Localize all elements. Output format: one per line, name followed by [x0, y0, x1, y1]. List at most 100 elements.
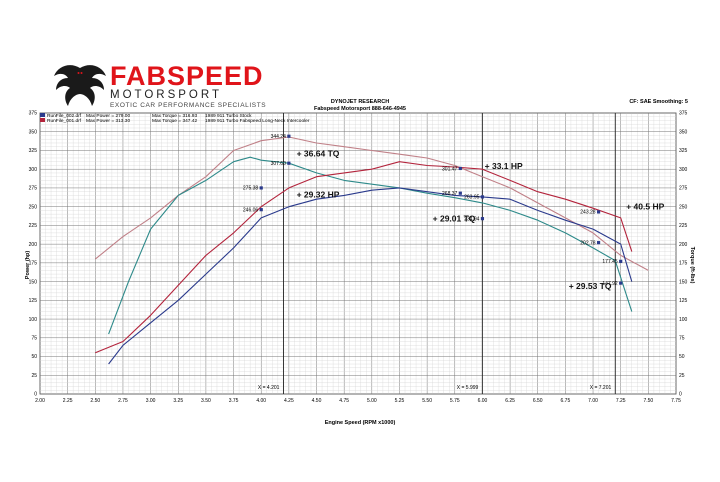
data-point-marker [458, 166, 462, 171]
x-tick-label: 2.00 [35, 398, 45, 404]
x-tick-label: 2.50 [90, 398, 100, 404]
brand-tagline: EXOTIC CAR PERFORMANCE SPECIALISTS [110, 102, 267, 109]
y-tick-label-left: 325 [29, 148, 38, 154]
series-line-2 [108, 156, 633, 335]
y-tick-label-right: 325 [679, 148, 688, 154]
y-tick-label-left: 0 [34, 392, 37, 398]
y-tick-label-right: 375 [679, 111, 688, 117]
x-tick-label: 5.00 [367, 398, 377, 404]
x-tick-label: 7.75 [671, 398, 681, 404]
data-point-marker [287, 134, 291, 138]
x-tick-label: 6.50 [533, 398, 543, 404]
data-point-marker [458, 191, 462, 195]
x-tick-label: 7.25 [616, 398, 626, 404]
data-point-label: 268.37 [442, 191, 458, 197]
chart-labels: 2.00 2.25 2.50 2.75 3.00 3.25 3.50 3.75 4.00 4.25… [29, 111, 688, 404]
y-tick-label-right: 150 [679, 279, 688, 285]
data-point-label: 147.92 [602, 281, 618, 287]
legend-run2-torque: Max Torque = 316.93 [152, 113, 197, 119]
legend-run1-torque: Max Torque = 347.42 [152, 118, 197, 124]
legend-swatch-run2 [40, 113, 45, 117]
legend-run2-desc: 1989 911 Turbo Stock [205, 113, 252, 119]
legend-run2-power: Max Power = 279.00 [86, 113, 130, 119]
plot-area [39, 112, 677, 395]
x-tick-label: 3.50 [201, 398, 211, 404]
cursor-label: X = 7.201 [590, 385, 612, 391]
gain-annotation: + 40.5 HP [626, 202, 664, 212]
x-tick-label: 2.75 [118, 398, 128, 404]
y-tick-label-right: 350 [679, 129, 688, 135]
y-tick-label-left: 225 [29, 223, 38, 229]
y-tick-label-left: 50 [31, 354, 37, 360]
y-tick-label-right: 75 [679, 336, 685, 342]
legend-run1-desc: 1989 911 Turbo Fabspeed Long-Neck Interc… [205, 118, 310, 124]
gain-annotation: + 29.01 TQ [433, 214, 476, 224]
y-tick-label-left: 250 [29, 204, 38, 210]
legend-run1-file: RunFile_001.drf [47, 118, 82, 124]
y-tick-label-right: 100 [679, 317, 688, 323]
data-point-marker [619, 281, 623, 285]
legend-run1-power: Max Power = 313.30 [86, 118, 130, 124]
x-tick-label: 3.25 [173, 398, 183, 404]
y-tick-label-left: 375 [29, 111, 38, 117]
gain-annotation: + 33.1 HP [485, 161, 523, 171]
header-line2: Fabspeed Motorsport 888-646-4945 [314, 106, 406, 112]
y-tick-label-right: 125 [679, 298, 688, 304]
data-point-marker [259, 186, 263, 190]
y-tick-label-left: 75 [31, 336, 37, 342]
data-point-marker [259, 208, 263, 212]
data-point-label: 234.94 [464, 216, 480, 222]
x-tick-label: 3.75 [229, 398, 239, 404]
y-tick-label-right: 50 [679, 354, 685, 360]
x-tick-label: 7.00 [588, 398, 598, 404]
x-axis-label: Engine Speed (RPM x1000) [325, 420, 396, 426]
series-line-1 [94, 136, 649, 271]
y-tick-label-left: 150 [29, 279, 38, 285]
y-tick-label-right: 25 [679, 373, 685, 379]
gain-annotation: + 36.64 TQ [297, 148, 340, 158]
data-point-label: 344.24 [271, 134, 287, 140]
y-tick-label-left: 125 [29, 298, 38, 304]
legend-run2-file: RunFile_002.drf [47, 113, 82, 119]
eagle-icon [54, 65, 106, 106]
x-tick-label: 6.25 [505, 398, 515, 404]
data-point-marker [596, 210, 601, 214]
data-point-label: 307.60 [271, 161, 287, 167]
series-line-3 [95, 161, 633, 354]
gain-annotation: + 29.53 TQ [569, 281, 612, 291]
y-tick-label-right: 275 [679, 186, 688, 192]
x-tick-label: 6.75 [561, 398, 571, 404]
x-tick-label: 4.50 [312, 398, 322, 404]
data-point-label: 263.95 [464, 195, 480, 201]
gain-annotation: + 29.32 HP [297, 190, 340, 200]
y-tick-label-right: 0 [679, 392, 682, 398]
y-tick-label-left: 100 [29, 317, 38, 323]
series-line-4 [108, 187, 633, 365]
y-tick-label-right: 200 [679, 242, 688, 248]
data-point-label: 275.38 [243, 186, 259, 192]
x-tick-label: 5.25 [395, 398, 405, 404]
data-point-label: 301.47 [442, 166, 458, 172]
x-tick-label: 2.25 [63, 398, 73, 404]
x-tick-label: 4.75 [339, 398, 349, 404]
y-tick-label-right: 175 [679, 261, 688, 267]
data-point-marker [287, 161, 291, 165]
x-tick-label: 3.00 [146, 398, 156, 404]
y-tick-label-left: 300 [29, 167, 38, 173]
cursor-label: X = 5.999 [457, 385, 479, 391]
data-point-label: 177.45 [602, 259, 618, 265]
y-axis-label-right: Torque (ft-lbs) [689, 247, 695, 284]
data-point-marker [596, 241, 601, 245]
y-tick-label-left: 25 [31, 373, 37, 379]
brand-name: FABSPEED [110, 61, 264, 91]
chart-series [94, 136, 649, 365]
y-tick-label-right: 250 [679, 204, 688, 210]
data-point-label: 246.06 [243, 207, 259, 213]
data-point-marker [480, 195, 485, 199]
legend: RunFile_002.drf Max Power = 279.00 Max T… [40, 113, 310, 124]
x-tick-label: 4.00 [256, 398, 266, 404]
data-point-label: 202.78 [580, 240, 596, 246]
y-tick-label-left: 200 [29, 242, 38, 248]
x-tick-label: 6.00 [478, 398, 488, 404]
